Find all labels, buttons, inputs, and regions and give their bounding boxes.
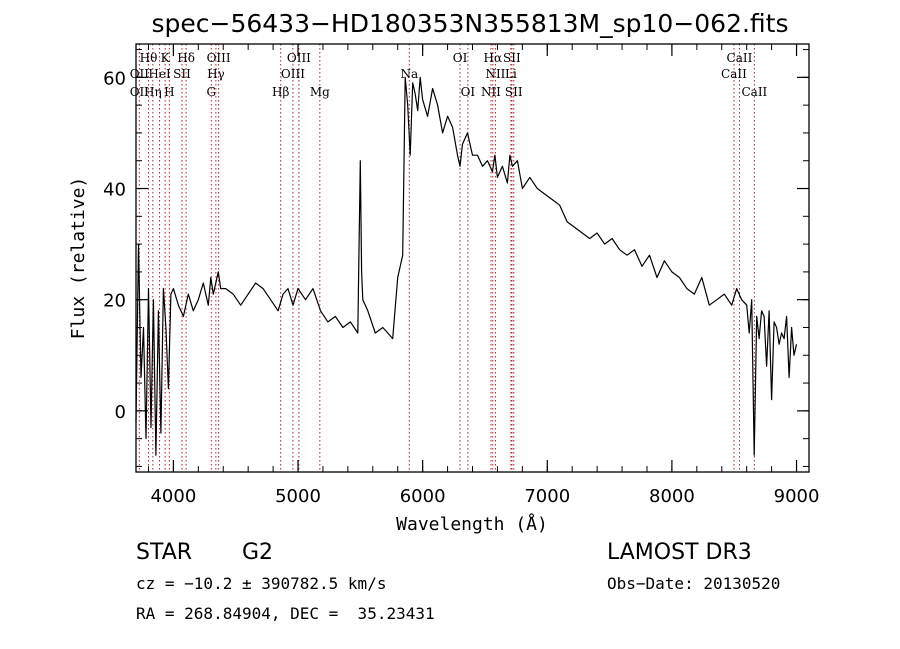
x-tick-label: 9000: [774, 486, 820, 507]
spectral-line-label: OIII: [281, 67, 305, 81]
spectral-line-label: G: [206, 85, 216, 99]
y-tick-label: 0: [115, 402, 126, 423]
x-axis-title: Wavelength (Å): [396, 513, 548, 535]
x-tick-label: 4000: [150, 486, 196, 507]
spectral-line-label: CaII: [741, 85, 767, 99]
spectral-line-label: OI: [461, 85, 476, 99]
x-tick-label: 6000: [400, 486, 446, 507]
spectral-line-label: OII: [130, 85, 150, 99]
spectral-line-label: Li: [505, 67, 517, 81]
spectral-line-label: SII: [173, 67, 191, 81]
spectral-line-label: OII: [130, 67, 150, 81]
plot-frame: [135, 43, 810, 473]
y-axis-ticks: 0 20 40 60: [103, 49, 809, 467]
object-subclass: G2: [242, 540, 274, 565]
spectral-line-label: Hβ: [272, 85, 289, 99]
spectral-line-label: Hδ: [177, 51, 195, 65]
y-tick-label: 40: [103, 180, 126, 201]
flux-series-line: [135, 76, 798, 456]
redshift-cz: cz = −10.2 ± 390782.5 km/s: [136, 574, 387, 593]
spectral-line-label: Hη: [144, 85, 162, 99]
x-axis-ticks: 4000 5000 6000 7000 8000 9000: [147, 44, 820, 507]
spectral-line-label: Hα: [484, 51, 503, 65]
spectral-line-label: SII: [505, 85, 523, 99]
spectral-line-label: Na: [400, 67, 418, 81]
y-tick-label: 60: [103, 68, 126, 89]
spectral-line-label: Mg: [310, 85, 330, 99]
spectral-line-label: OIII: [287, 51, 311, 65]
spectral-line-label: K: [161, 51, 171, 65]
x-tick-label: 8000: [649, 486, 695, 507]
spectral-line-label: NII: [481, 85, 501, 99]
spectral-line-markers: [138, 44, 755, 472]
spectral-line-label: HeI: [148, 67, 171, 81]
x-tick-label: 5000: [275, 486, 321, 507]
spectral-line-label: OI: [453, 51, 468, 65]
spectral-line-label: Hγ: [207, 67, 225, 81]
spectral-line-label: CaII: [721, 67, 747, 81]
survey-name: LAMOST DR3: [607, 540, 752, 565]
chart-title: spec−56433−HD180353N355813M_sp10−062.fit…: [151, 9, 788, 38]
spectral-line-labels: Hθ OII OII K HeI Hη Hδ SII H OIII Hγ G OIII OIII Hβ Mg N…: [130, 51, 768, 99]
y-tick-label: 20: [103, 291, 126, 312]
x-tick-label: 7000: [524, 486, 570, 507]
observation-date: Obs−Date: 20130520: [607, 574, 781, 593]
spectral-line-label: Hθ: [140, 51, 158, 65]
spectral-line-label: CaII: [727, 51, 753, 65]
spectral-line-label: SII: [503, 51, 521, 65]
y-axis-title: Flux (relative): [68, 177, 89, 340]
spectral-line-label: H: [164, 85, 174, 99]
object-class: STAR: [136, 540, 193, 565]
ra-dec-coordinates: RA = 268.84904, DEC = 35.23431: [136, 604, 435, 623]
spectral-line-label: OIII: [207, 51, 231, 65]
spectral-line-label: NII: [485, 67, 505, 81]
